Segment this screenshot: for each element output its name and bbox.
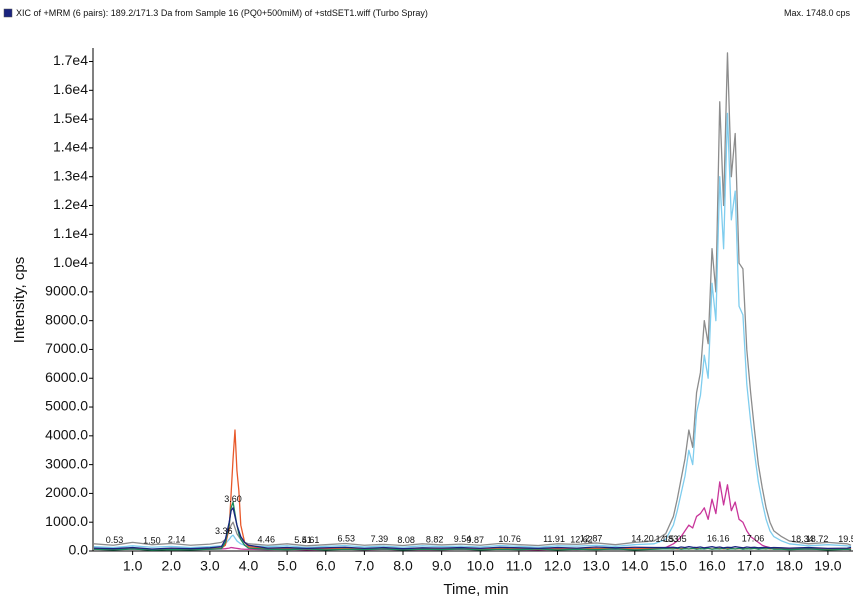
x-tick-label: 18.0	[776, 558, 803, 574]
peak-label: 18.72	[806, 534, 829, 544]
peak-label: 12.87	[580, 533, 603, 543]
peak-label: 4.46	[258, 534, 276, 544]
x-tick-label: 4.0	[239, 558, 259, 574]
x-tick-label: 19.0	[814, 558, 841, 574]
y-tick-label: 4000.0	[45, 427, 88, 443]
peak-label: 5.61	[302, 535, 320, 545]
peak-label: 16.16	[707, 533, 730, 543]
chromatogram-trace	[93, 507, 852, 550]
peak-label: 1.50	[143, 535, 161, 545]
y-tick-label: 1.2e4	[53, 196, 88, 212]
x-tick-label: 1.0	[123, 558, 143, 574]
x-tick-label: 2.0	[162, 558, 182, 574]
x-tick-label: 9.0	[432, 558, 452, 574]
y-tick-label: 0.0	[69, 542, 89, 558]
y-tick-label: 6000.0	[45, 369, 88, 385]
peak-label: 3.36	[215, 526, 233, 536]
y-axis-label: Intensity, cps	[11, 257, 28, 343]
peak-label: 10.76	[498, 534, 521, 544]
x-tick-label: 12.0	[544, 558, 571, 574]
peak-label: 8.08	[397, 535, 415, 545]
y-tick-label: 8000.0	[45, 311, 88, 327]
y-tick-label: 1.3e4	[53, 167, 88, 183]
y-tick-label: 1.5e4	[53, 110, 88, 126]
y-tick-label: 1.6e4	[53, 81, 88, 97]
x-tick-label: 10.0	[467, 558, 494, 574]
y-tick-label: 7000.0	[45, 340, 88, 356]
peak-label: 14.83	[656, 534, 679, 544]
x-tick-label: 13.0	[583, 558, 610, 574]
peak-label: 2.14	[168, 534, 186, 544]
peak-label: 14.20	[631, 534, 654, 544]
x-tick-label: 3.0	[200, 558, 220, 574]
y-tick-label: 1.1e4	[53, 225, 88, 241]
peak-label: 3.60	[224, 494, 242, 504]
peak-label: 19.56	[838, 534, 853, 544]
y-tick-label: 1.0e4	[53, 254, 88, 270]
y-tick-label: 1000.0	[45, 513, 88, 529]
peak-label: 8.82	[426, 534, 444, 544]
x-tick-label: 16.0	[698, 558, 725, 574]
y-tick-label: 3000.0	[45, 455, 88, 471]
max-intensity: Max. 1748.0 cps	[784, 8, 851, 18]
x-tick-label: 15.0	[660, 558, 687, 574]
peak-label: 7.39	[371, 534, 389, 544]
x-axis-label: Time, min	[443, 581, 508, 598]
x-tick-label: 7.0	[355, 558, 375, 574]
chromatogram-trace	[93, 52, 852, 547]
peak-label: 9.87	[466, 535, 484, 545]
x-tick-label: 5.0	[277, 558, 297, 574]
peak-label: 0.53	[106, 535, 124, 545]
x-tick-label: 6.0	[316, 558, 336, 574]
x-tick-label: 14.0	[621, 558, 648, 574]
title-icon	[3, 8, 13, 18]
peak-label: 12.62	[570, 534, 593, 544]
chromatogram-trace	[93, 112, 852, 549]
peak-label: 5.41	[294, 535, 312, 545]
peak-label: 18.34	[791, 534, 814, 544]
y-tick-label: 5000.0	[45, 398, 88, 414]
peak-label: 17.06	[742, 534, 765, 544]
y-tick-label: 1.7e4	[53, 52, 88, 68]
x-tick-label: 8.0	[393, 558, 413, 574]
chart-title: XIC of +MRM (6 pairs): 189.2/171.3 Da fr…	[16, 8, 428, 18]
peak-label: 6.53	[337, 534, 355, 544]
peak-label: 9.54	[454, 534, 472, 544]
peak-label: 15.05	[664, 534, 687, 544]
y-tick-label: 2000.0	[45, 484, 88, 500]
x-tick-label: 17.0	[737, 558, 764, 574]
y-tick-label: 9000.0	[45, 283, 88, 299]
chromatogram-trace	[93, 429, 852, 551]
y-tick-label: 1.4e4	[53, 139, 88, 155]
x-tick-label: 11.0	[506, 558, 532, 574]
peak-label: 11.91	[543, 534, 565, 544]
